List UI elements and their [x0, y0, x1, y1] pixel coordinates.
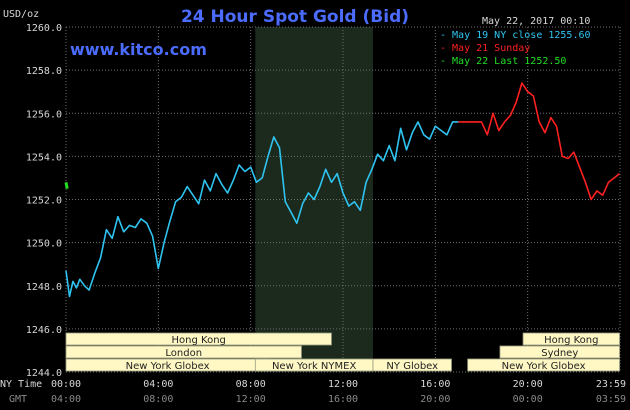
x-tick-label-gmt: 20:00	[420, 394, 450, 405]
x-tick-label-ny: 23:59	[596, 379, 626, 390]
session-band: New York NYMEX	[254, 358, 374, 372]
session-band: New York Globex	[65, 358, 270, 372]
grid-lines	[65, 26, 621, 373]
session-band: Hong Kong	[522, 332, 620, 346]
session-band-label: NY Globex	[386, 361, 438, 372]
session-band-box	[467, 358, 620, 372]
x-tick-label-gmt: 12:00	[236, 394, 266, 405]
chart-legend: - May 19 NY close 1255.60 - May 21 Sunday…	[440, 30, 591, 67]
x-tick-label-ny: 16:00	[420, 379, 450, 390]
y-tick-label: 1256.0	[26, 109, 62, 120]
y-tick-label: 1254.0	[26, 152, 62, 163]
legend-entry: - May 22 Last 1252.50	[440, 56, 566, 67]
session-band: NY Globex	[372, 358, 452, 372]
series-line-1	[458, 82, 621, 201]
ny-time-row-label: NY Time	[0, 379, 42, 390]
legend-entry: - May 21 Sunday	[440, 43, 530, 54]
session-band-label: London	[165, 348, 202, 359]
y-tick-label: 1260.0	[26, 23, 62, 34]
x-tick-label-gmt: 00:00	[513, 394, 543, 405]
x-tick-label-gmt: 04:00	[51, 394, 81, 405]
y-tick-label: 1248.0	[26, 282, 62, 293]
session-band-label: New York Globex	[502, 361, 586, 372]
gmt-row-label: GMT	[9, 394, 27, 405]
session-band-box	[372, 358, 452, 372]
session-band-label: Hong Kong	[544, 335, 598, 346]
y-tick-label: 1250.0	[26, 239, 62, 250]
series-line-0	[65, 121, 459, 298]
session-band: Sydney	[499, 345, 620, 359]
x-tick-label-ny: 12:00	[328, 379, 358, 390]
x-tick-label-ny: 20:00	[513, 379, 543, 390]
y-tick-label: 1246.0	[26, 325, 62, 336]
x-tick-label-ny: 04:00	[143, 379, 173, 390]
x-tick-label-gmt: 03:59	[596, 394, 626, 405]
x-tick-label-gmt: 16:00	[328, 394, 358, 405]
session-band-box	[522, 332, 620, 346]
x-tick-label-ny: 08:00	[236, 379, 266, 390]
session-band: New York Globex	[467, 358, 620, 372]
session-band-box	[499, 345, 620, 359]
series-line-2	[64, 182, 69, 189]
trading-session-bands: Hong Kong London New York Globex New York N…	[65, 332, 620, 372]
x-axis-tick-labels: 00:00 04:00 04:00 08:00 08:00 12:00 12:00 16:00…	[51, 379, 626, 405]
y-tick-label: 1244.0	[26, 368, 62, 379]
y-axis-tick-labels: 1244.0 1246.0 1248.0 1250.0 1252.0 1254.0 1256…	[26, 23, 62, 379]
session-band-box	[65, 332, 332, 346]
y-tick-label: 1252.0	[26, 196, 62, 207]
x-tick-label-gmt: 08:00	[143, 394, 173, 405]
session-band-label: New York Globex	[126, 361, 210, 372]
session-band-box	[65, 345, 302, 359]
y-tick-label: 1258.0	[26, 66, 62, 77]
legend-entry: - May 19 NY close 1255.60	[440, 30, 591, 41]
chart-title: 24 Hour Spot Gold (Bid)	[181, 7, 409, 27]
price-series	[64, 82, 621, 298]
session-band: Hong Kong	[65, 332, 332, 346]
session-band-label: New York NYMEX	[272, 361, 357, 372]
session-band-label: Sydney	[541, 348, 578, 359]
x-tick-label-ny: 00:00	[51, 379, 81, 390]
session-band: London	[65, 345, 302, 359]
session-band-label: Hong Kong	[172, 335, 226, 346]
y-axis-unit: USD/oz	[3, 9, 39, 20]
website-link[interactable]: www.kitco.com	[70, 40, 207, 59]
chart-timestamp: May 22, 2017 00:10	[482, 16, 590, 27]
